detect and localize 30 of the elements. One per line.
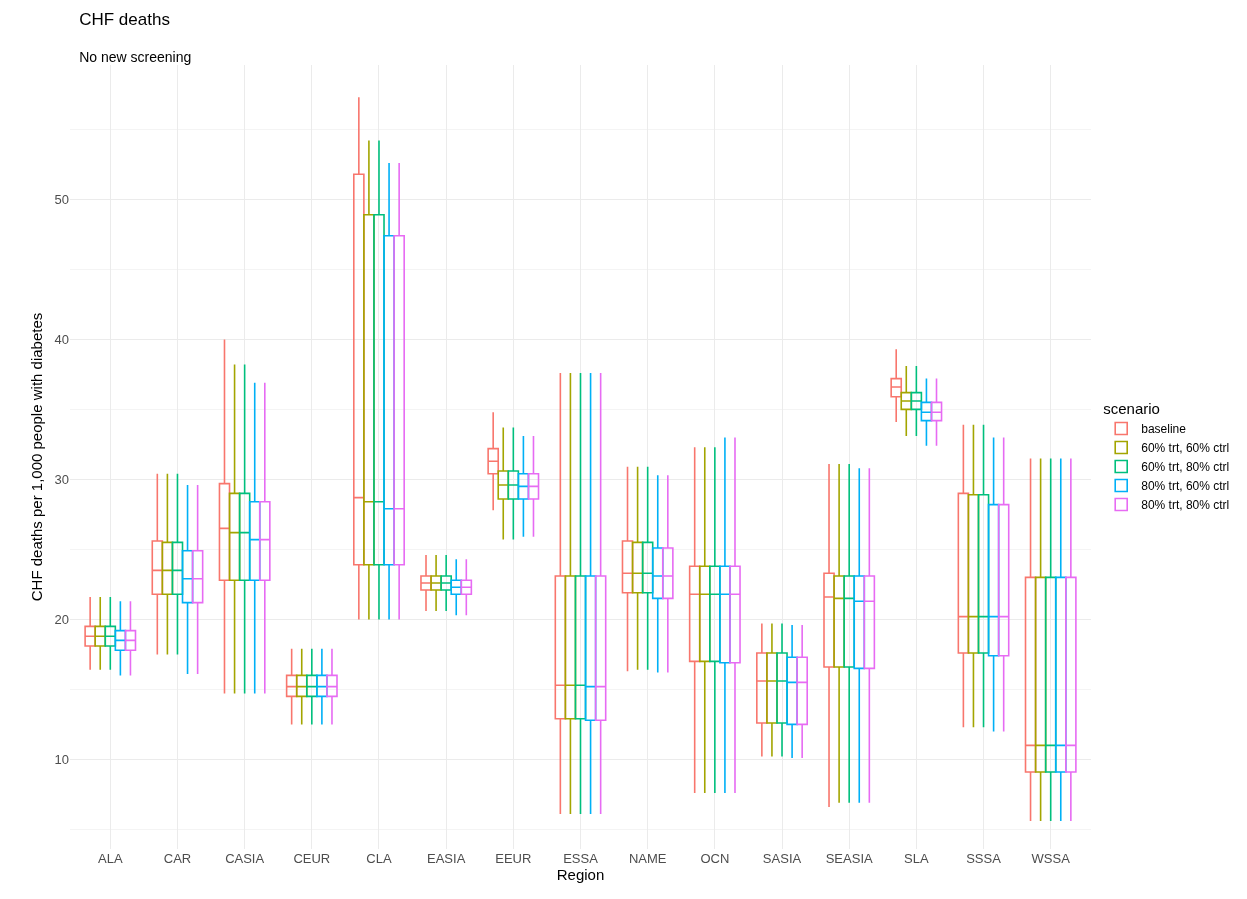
legend-label: 80% trt, 80% ctrl <box>1141 498 1230 513</box>
x-tick-label: EASIA <box>427 851 466 866</box>
legend-label: 60% trt, 60% ctrl <box>1141 441 1230 456</box>
x-tick-label: CASIA <box>225 851 265 866</box>
y-tick-label: 50 <box>54 191 69 207</box>
legend-label: baseline <box>1141 422 1187 437</box>
x-tick-label: CEUR <box>293 851 331 866</box>
x-tick-label: ESSA <box>563 851 599 866</box>
legend-label: 80% trt, 60% ctrl <box>1141 479 1230 494</box>
y-tick-label: 10 <box>54 751 69 767</box>
y-tick-label: 40 <box>54 331 69 347</box>
x-tick-label: EEUR <box>495 851 532 866</box>
x-tick-label: WSSA <box>1031 851 1071 866</box>
x-tick-label: OCN <box>700 851 730 866</box>
x-tick-label: SEASIA <box>825 851 873 866</box>
x-tick-label: SLA <box>904 851 929 866</box>
x-tick-label: NAME <box>628 851 667 866</box>
y-tick-label: 20 <box>54 611 69 627</box>
x-tick-label: SSSA <box>966 851 1002 866</box>
legend-title: scenario <box>1103 400 1160 417</box>
y-axis-title: CHF deaths per 1,000 people with diabetes <box>27 312 45 602</box>
y-tick-label: 30 <box>54 471 69 487</box>
x-tick-label: CAR <box>163 851 192 866</box>
x-tick-label: SASIA <box>762 851 802 866</box>
legend-label: 60% trt, 80% ctrl <box>1141 460 1230 475</box>
chart-subtitle: No new screening <box>79 48 192 65</box>
chart-title: CHF deaths <box>79 10 170 30</box>
x-axis-title: Region <box>556 866 605 883</box>
x-tick-label: CLA <box>366 851 392 866</box>
x-tick-label: ALA <box>98 851 123 866</box>
